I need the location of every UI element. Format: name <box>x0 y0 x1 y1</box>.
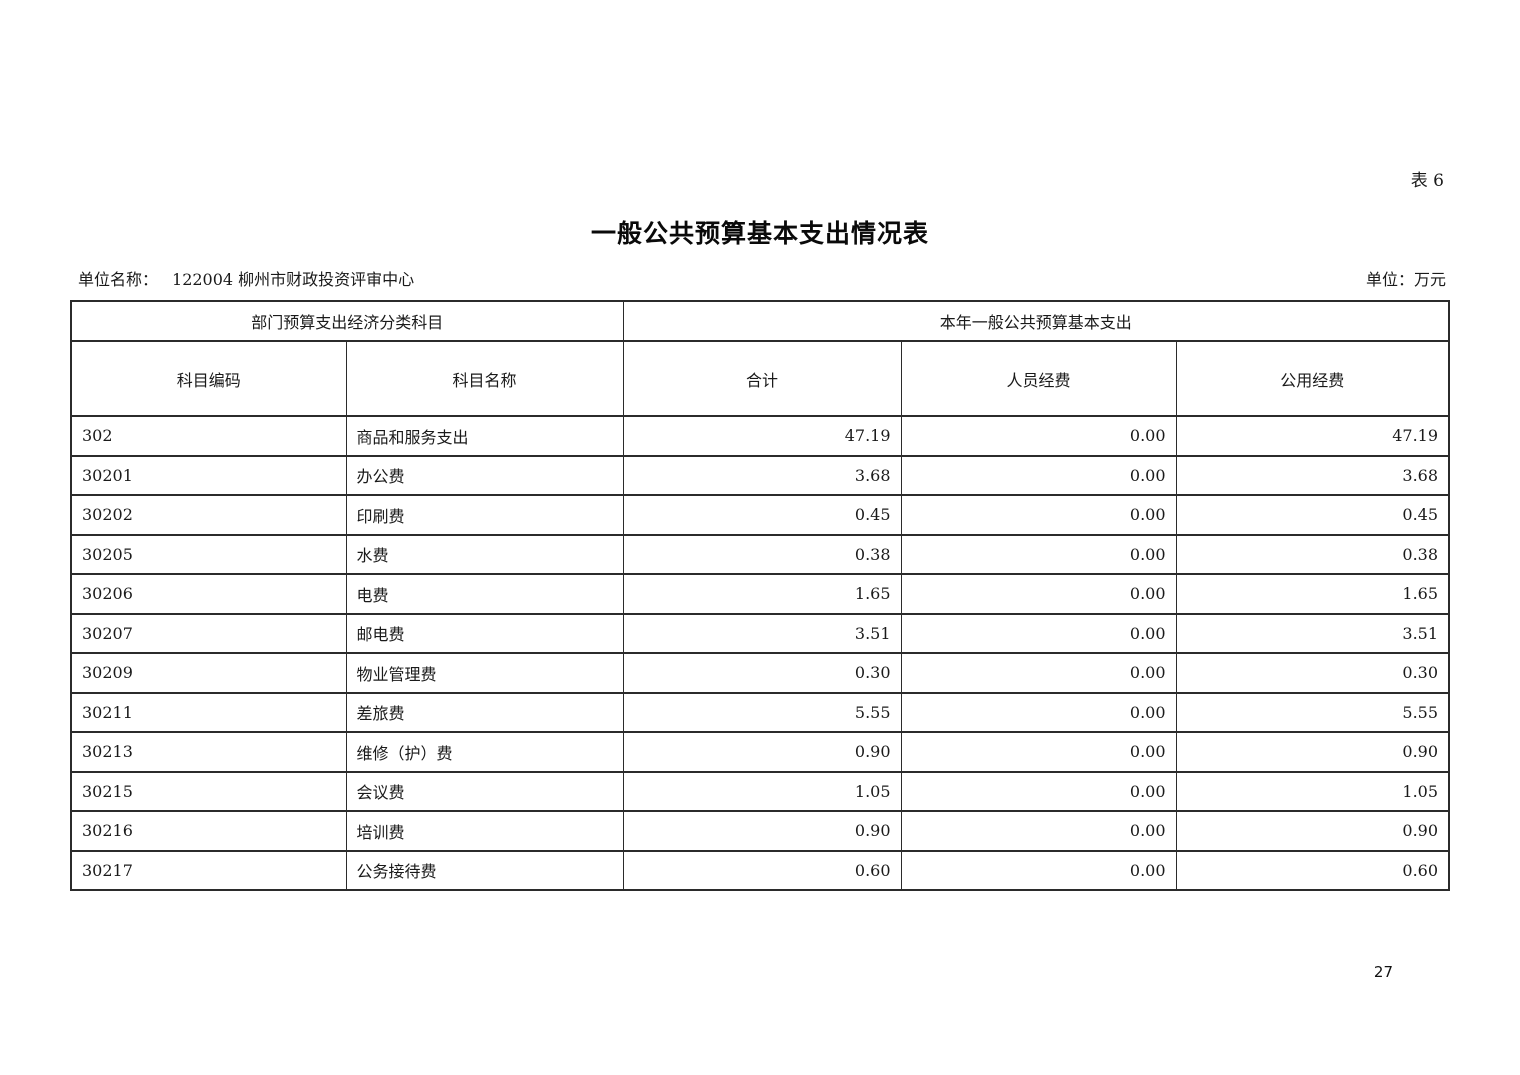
table-row: 30209 物业管理费 0.30 0.00 0.30 <box>70 653 1450 694</box>
cell-code: 30206 <box>70 574 347 615</box>
cell-total: 3.51 <box>622 613 902 654</box>
cell-total: 0.45 <box>622 495 902 536</box>
cell-personnel: 0.00 <box>900 455 1177 496</box>
cell-personnel: 0.00 <box>900 692 1177 733</box>
unit-name-label: 单位名称： <box>78 270 159 289</box>
cell-personnel: 0.00 <box>900 416 1177 457</box>
cell-code: 30217 <box>70 850 347 891</box>
table-row: 302 商品和服务支出 47.19 0.00 47.19 <box>70 416 1450 457</box>
column-header-code: 科目编码 <box>70 341 347 417</box>
cell-code: 30213 <box>70 732 347 773</box>
budget-table: 部门预算支出经济分类科目 本年一般公共预算基本支出 科目编码 科目名称 合计 人… <box>70 300 1451 891</box>
table-row: 30217 公务接待费 0.60 0.00 0.60 <box>70 850 1450 891</box>
table-row: 30213 维修（护）费 0.90 0.00 0.90 <box>70 732 1450 773</box>
table-row: 30201 办公费 3.68 0.00 3.68 <box>70 455 1450 496</box>
cell-public: 0.30 <box>1175 653 1450 694</box>
cell-name: 公务接待费 <box>345 850 624 891</box>
cell-public: 3.51 <box>1175 613 1450 654</box>
cell-name: 差旅费 <box>345 692 624 733</box>
cell-name: 办公费 <box>345 455 624 496</box>
cell-total: 1.65 <box>622 574 902 615</box>
table-row: 30202 印刷费 0.45 0.00 0.45 <box>70 495 1450 536</box>
cell-code: 30209 <box>70 653 347 694</box>
cell-public: 0.90 <box>1175 732 1450 773</box>
cell-public: 1.65 <box>1175 574 1450 615</box>
cell-name: 会议费 <box>345 771 624 812</box>
unit-name-line: 单位名称： 122004 柳州市财政投资评审中心 <box>78 266 414 290</box>
table-row: 30206 电费 1.65 0.00 1.65 <box>70 574 1450 615</box>
cell-personnel: 0.00 <box>900 811 1177 852</box>
table-row: 30211 差旅费 5.55 0.00 5.55 <box>70 692 1450 733</box>
cell-total: 0.90 <box>622 811 902 852</box>
cell-personnel: 0.00 <box>900 771 1177 812</box>
cell-personnel: 0.00 <box>900 495 1177 536</box>
info-row: 单位名称： 122004 柳州市财政投资评审中心 单位：万元 <box>78 266 1446 290</box>
cell-code: 30202 <box>70 495 347 536</box>
cell-code: 30207 <box>70 613 347 654</box>
cell-name: 邮电费 <box>345 613 624 654</box>
cell-personnel: 0.00 <box>900 613 1177 654</box>
table-number-label: 表 6 <box>1410 171 1444 191</box>
column-header-personnel: 人员经费 <box>900 341 1177 417</box>
cell-personnel: 0.00 <box>900 534 1177 575</box>
group-header-row: 部门预算支出经济分类科目 本年一般公共预算基本支出 <box>70 301 1450 342</box>
cell-name: 印刷费 <box>345 495 624 536</box>
column-header-total: 合计 <box>622 341 902 417</box>
cell-name: 电费 <box>345 574 624 615</box>
cell-personnel: 0.00 <box>900 574 1177 615</box>
cell-name: 物业管理费 <box>345 653 624 694</box>
column-header-public: 公用经费 <box>1175 341 1450 417</box>
cell-public: 47.19 <box>1175 416 1450 457</box>
cell-code: 30215 <box>70 771 347 812</box>
cell-code: 30201 <box>70 455 347 496</box>
cell-public: 1.05 <box>1175 771 1450 812</box>
page-number: 27 <box>1373 963 1393 981</box>
cell-name: 商品和服务支出 <box>345 416 624 457</box>
cell-personnel: 0.00 <box>900 850 1177 891</box>
cell-total: 1.05 <box>622 771 902 812</box>
cell-code: 30205 <box>70 534 347 575</box>
page-title: 一般公共预算基本支出情况表 <box>590 219 929 248</box>
cell-total: 0.38 <box>622 534 902 575</box>
cell-code: 30211 <box>70 692 347 733</box>
cell-total: 3.68 <box>622 455 902 496</box>
cell-total: 0.30 <box>622 653 902 694</box>
column-header-name: 科目名称 <box>345 341 624 417</box>
cell-name: 水费 <box>345 534 624 575</box>
cell-total: 0.90 <box>622 732 902 773</box>
cell-public: 5.55 <box>1175 692 1450 733</box>
cell-personnel: 0.00 <box>900 732 1177 773</box>
cell-name: 培训费 <box>345 811 624 852</box>
cell-public: 0.45 <box>1175 495 1450 536</box>
cell-total: 5.55 <box>622 692 902 733</box>
table-row: 30215 会议费 1.05 0.00 1.05 <box>70 771 1450 812</box>
cell-public: 3.68 <box>1175 455 1450 496</box>
group-header-basic-expenditure: 本年一般公共预算基本支出 <box>622 301 1450 342</box>
cell-code: 30216 <box>70 811 347 852</box>
column-header-row: 科目编码 科目名称 合计 人员经费 公用经费 <box>70 341 1450 417</box>
cell-public: 0.90 <box>1175 811 1450 852</box>
cell-code: 302 <box>70 416 347 457</box>
cell-total: 47.19 <box>622 416 902 457</box>
group-header-classification: 部门预算支出经济分类科目 <box>70 301 624 342</box>
cell-personnel: 0.00 <box>900 653 1177 694</box>
cell-public: 0.38 <box>1175 534 1450 575</box>
table-row: 30205 水费 0.38 0.00 0.38 <box>70 534 1450 575</box>
cell-total: 0.60 <box>622 850 902 891</box>
cell-name: 维修（护）费 <box>345 732 624 773</box>
cell-public: 0.60 <box>1175 850 1450 891</box>
table-row: 30207 邮电费 3.51 0.00 3.51 <box>70 613 1450 654</box>
unit-name-value: 122004 柳州市财政投资评审中心 <box>172 270 415 289</box>
table-row: 30216 培训费 0.90 0.00 0.90 <box>70 811 1450 852</box>
currency-unit-label: 单位：万元 <box>1365 270 1446 289</box>
